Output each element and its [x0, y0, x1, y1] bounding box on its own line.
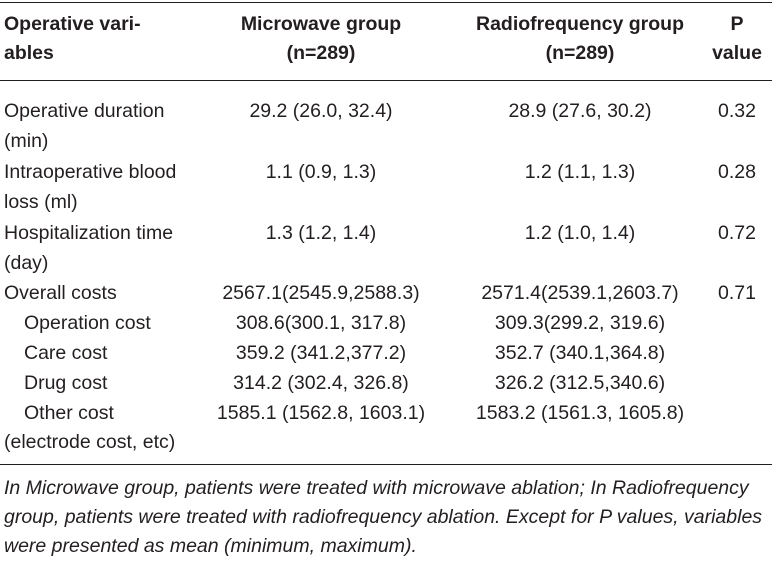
row-p-value: 0.71	[718, 282, 756, 304]
row-microwave: 29.2 (26.0, 32.4)	[249, 100, 393, 122]
header-radiofrequency-line1: Radiofrequency group	[475, 13, 685, 35]
row-microwave: 1.1 (0.9, 1.3)	[265, 161, 377, 183]
row-label: (electrode cost, etc)	[4, 431, 176, 453]
header-microwave-line1: Microwave group	[240, 13, 402, 35]
row-microwave: 1.3 (1.2, 1.4)	[265, 222, 377, 244]
row-radiofrequency: 28.9 (27.6, 30.2)	[508, 100, 652, 122]
row-label: Other cost	[24, 402, 114, 424]
header-rule	[0, 80, 772, 81]
row-microwave: 1585.1 (1562.8, 1603.1)	[216, 402, 426, 424]
row-label: Intraoperative blood	[4, 161, 177, 183]
row-radiofrequency: 309.3(299.2, 319.6)	[494, 312, 666, 334]
row-label: Drug cost	[24, 372, 108, 394]
header-microwave-line2: (n=289)	[286, 42, 356, 64]
row-label: Overall costs	[4, 282, 117, 304]
row-microwave: 2567.1(2545.9,2588.3)	[222, 282, 420, 304]
row-microwave: 359.2 (341.2,377.2)	[235, 342, 407, 364]
row-microwave: 308.6(300.1, 317.8)	[235, 312, 407, 334]
header-p-line1: P	[730, 13, 744, 35]
row-label: (day)	[4, 252, 49, 274]
table-footnote: In Microwave group, patients were treate…	[4, 477, 763, 557]
row-label: Care cost	[24, 342, 108, 364]
row-label: Hospitalization time	[4, 222, 174, 244]
header-radiofrequency-line2: (n=289)	[545, 42, 615, 64]
bottom-rule	[0, 464, 772, 465]
row-radiofrequency: 326.2 (312.5,340.6)	[494, 372, 666, 394]
header-variable-line1: Operative vari-	[4, 13, 141, 35]
row-radiofrequency: 352.7 (340.1,364.8)	[494, 342, 666, 364]
row-radiofrequency: 2571.4(2539.1,2603.7)	[481, 282, 679, 304]
row-p-value: 0.72	[718, 222, 756, 244]
row-radiofrequency: 1.2 (1.0, 1.4)	[524, 222, 636, 244]
header-p-line2: value	[712, 42, 762, 64]
top-rule	[0, 2, 772, 3]
row-label: loss (ml)	[4, 191, 78, 213]
row-label: Operation cost	[24, 312, 151, 334]
row-label: Operative duration	[4, 100, 165, 122]
row-p-value: 0.32	[718, 100, 756, 122]
header-variable-line2: ables	[4, 42, 54, 64]
row-p-value: 0.28	[718, 161, 756, 183]
row-radiofrequency: 1.2 (1.1, 1.3)	[524, 161, 636, 183]
row-microwave: 314.2 (302.4, 326.8)	[233, 372, 409, 394]
row-label: (min)	[4, 130, 49, 152]
row-radiofrequency: 1583.2 (1561.3, 1605.8)	[475, 402, 685, 424]
